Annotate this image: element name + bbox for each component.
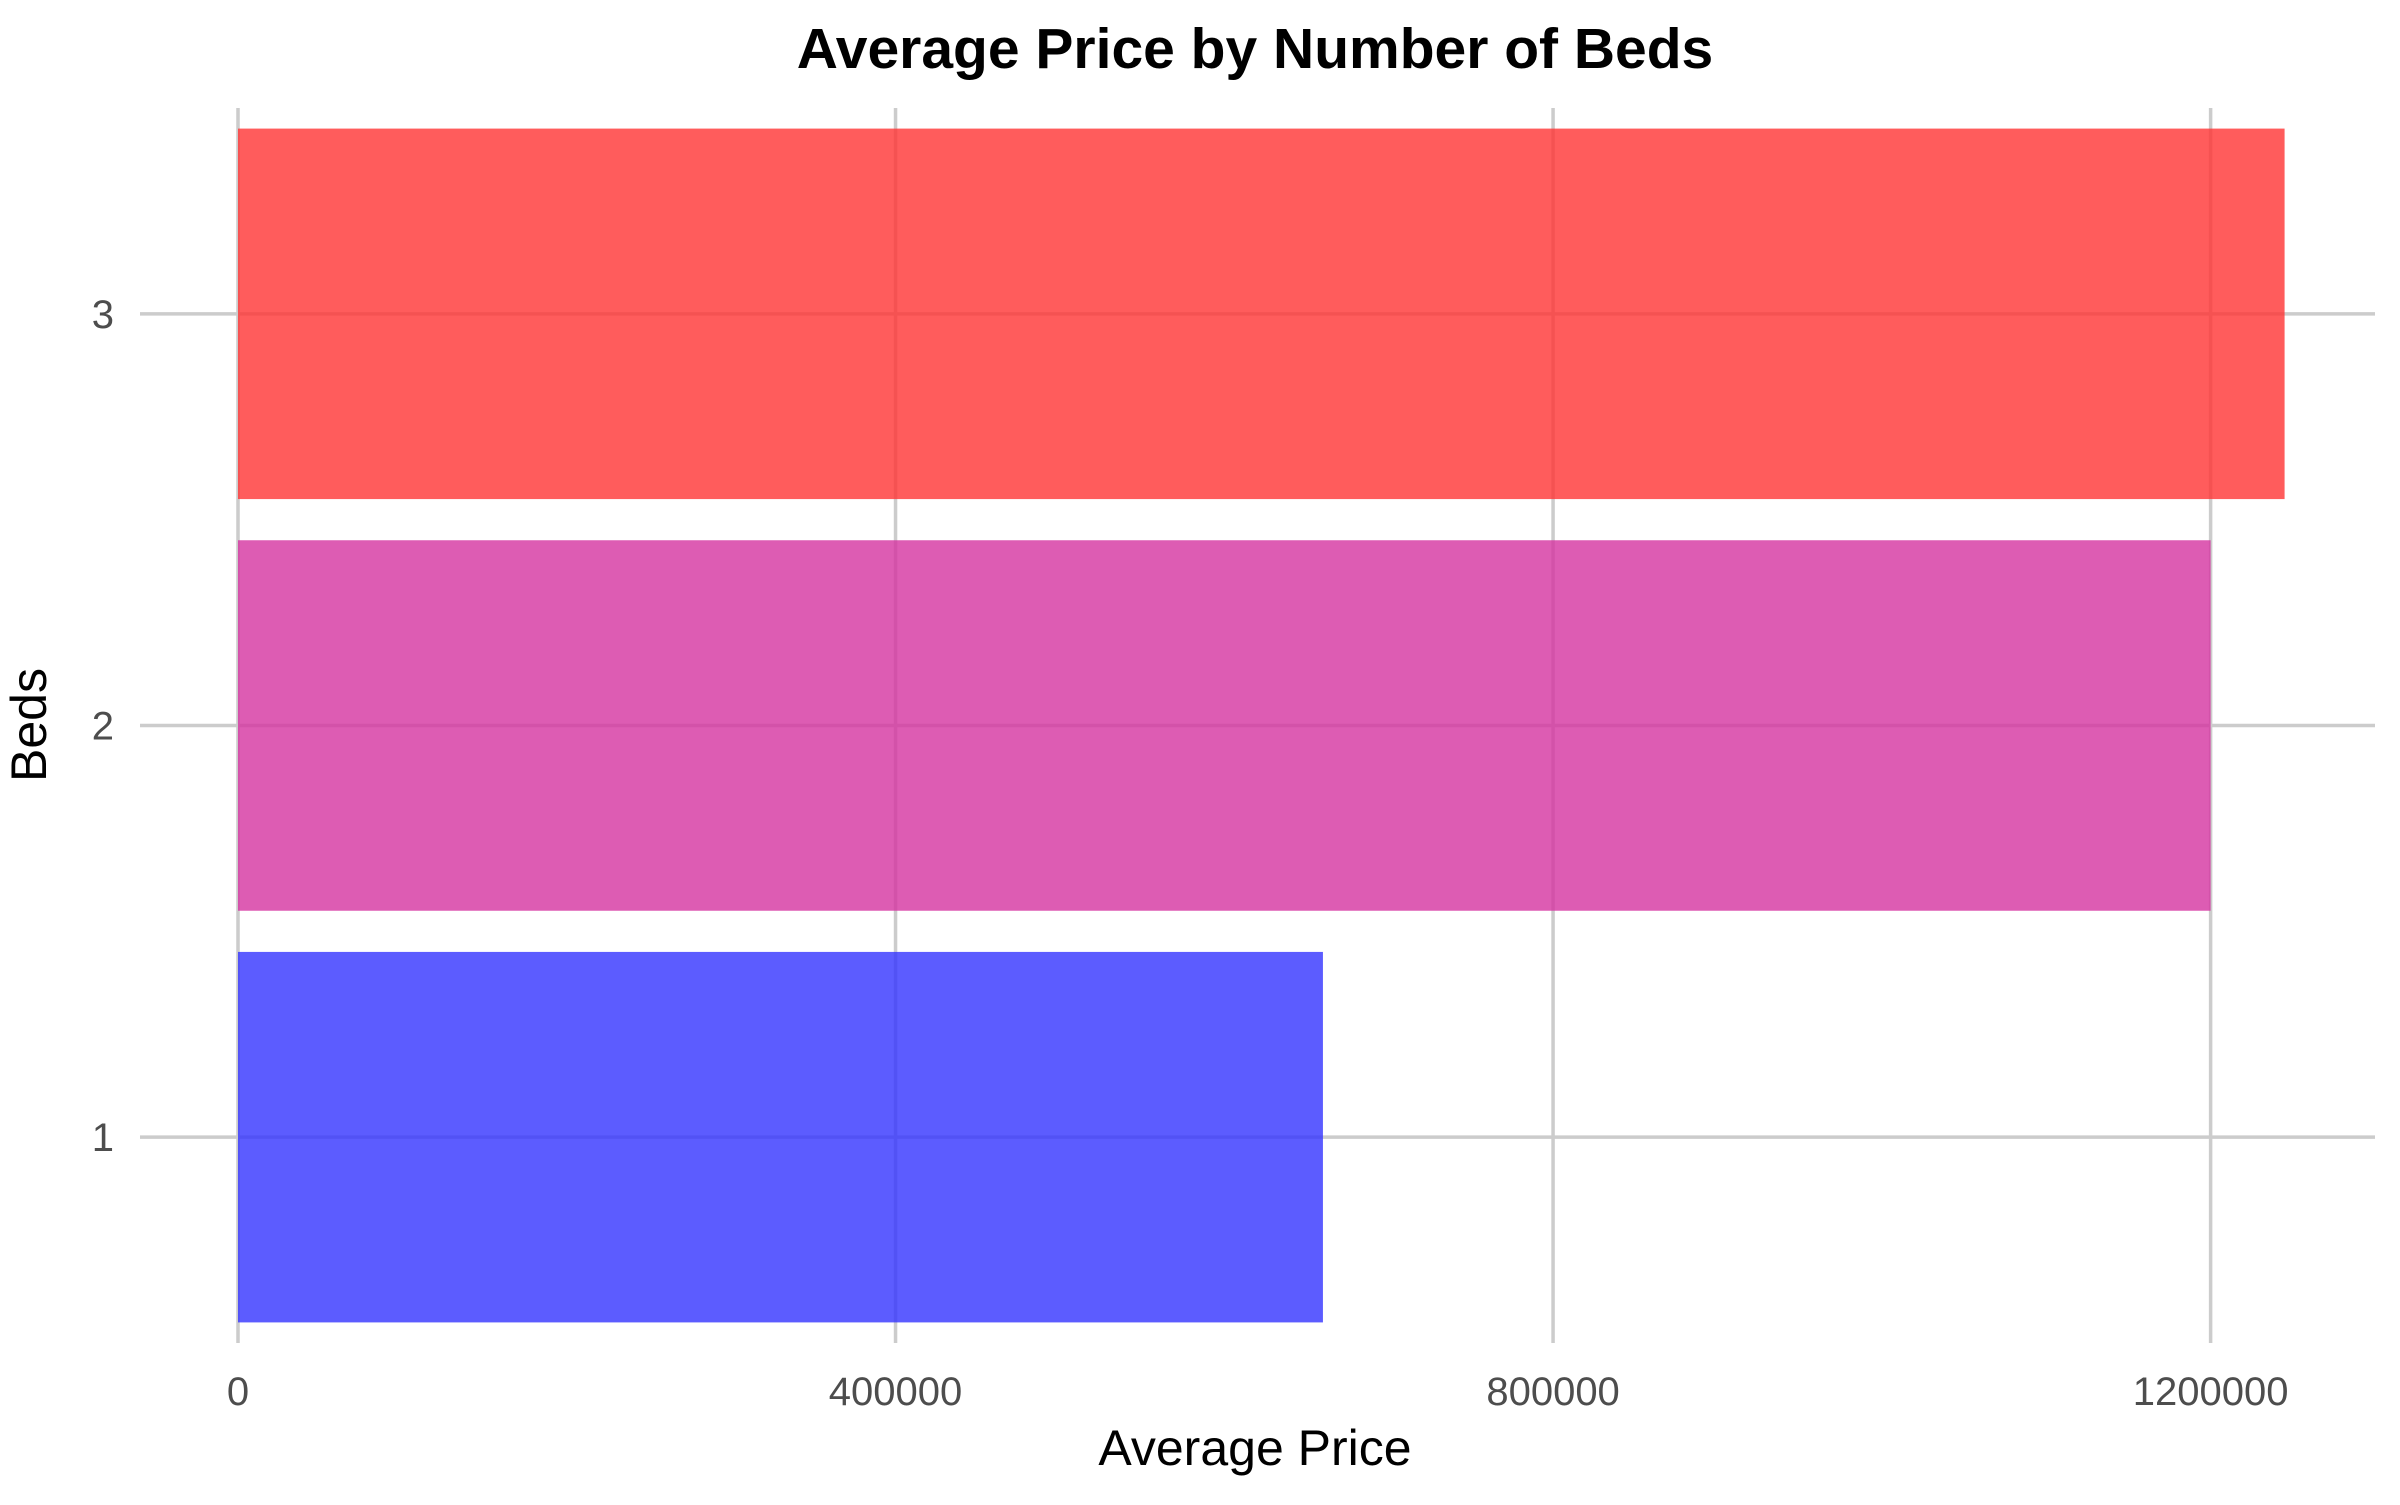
y-tick-label: 1 (92, 1116, 114, 1160)
x-tick-label: 400000 (829, 1370, 962, 1414)
x-axis-label: Average Price (1098, 1420, 1411, 1476)
tick-labels: 0 400000 800000 1200000 1 2 3 (92, 293, 2289, 1414)
x-tick-label: 800000 (1486, 1370, 1619, 1414)
y-tick-label: 3 (92, 293, 114, 337)
x-tick-label: 0 (227, 1370, 249, 1414)
bar-beds-2 (238, 540, 2211, 911)
y-axis-label: Beds (1, 668, 57, 782)
bars (238, 128, 2285, 1323)
bar-beds-1 (238, 951, 1323, 1323)
chart-title: Average Price by Number of Beds (797, 17, 1714, 81)
bar-beds-3 (238, 128, 2285, 500)
y-tick-label: 2 (92, 705, 114, 749)
x-tick-label: 1200000 (2133, 1370, 2289, 1414)
